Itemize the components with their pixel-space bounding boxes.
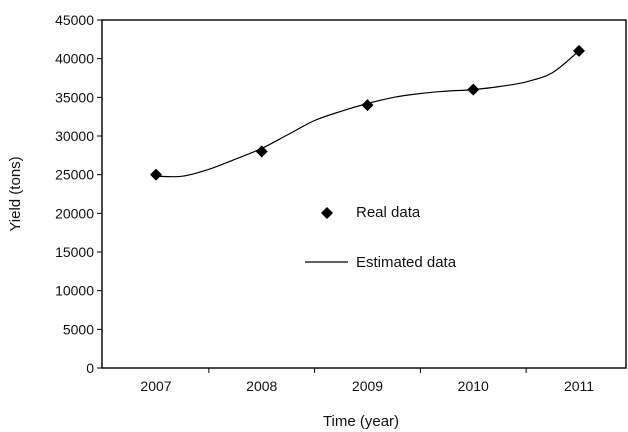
estimated-data-line xyxy=(155,50,580,178)
x-tick-label-2007: 2007 xyxy=(140,378,171,394)
y-tick-label-45000: 45000 xyxy=(55,12,94,28)
real-data-point-2009 xyxy=(361,99,374,112)
legend: Real data Estimated data xyxy=(305,204,457,271)
y-tick-label-40000: 40000 xyxy=(55,51,94,67)
series-layer xyxy=(150,44,585,181)
plot-area xyxy=(101,19,627,369)
real-data-point-2011 xyxy=(573,44,585,57)
real-data-point-2010 xyxy=(467,83,480,96)
x-tick-label-2010: 2010 xyxy=(458,378,489,394)
legend-marker-real-data xyxy=(321,207,333,219)
y-tick-label-25000: 25000 xyxy=(55,167,94,183)
y-tick-label-15000: 15000 xyxy=(55,244,94,260)
y-tick-label-10000: 10000 xyxy=(55,283,94,299)
x-tick-label-2009: 2009 xyxy=(352,378,383,394)
legend-label-real-data: Real data xyxy=(356,204,421,221)
y-tick-label-35000: 35000 xyxy=(55,89,94,105)
y-tick-label-20000: 20000 xyxy=(55,205,94,221)
legend-label-estimated-data: Estimated data xyxy=(356,254,457,271)
x-axis-title: Time (year) xyxy=(323,413,399,430)
x-tick-label-2011: 2011 xyxy=(564,378,594,394)
y-axis-title: Yield (tons) xyxy=(7,156,24,231)
y-tick-label-5000: 5000 xyxy=(63,321,94,337)
x-axis: 2007 2008 2009 2010 2011 xyxy=(140,368,594,394)
x-tick-label-2008: 2008 xyxy=(246,378,277,394)
y-tick-label-0: 0 xyxy=(86,360,94,376)
real-data-point-2007 xyxy=(150,168,162,181)
y-tick-label-30000: 30000 xyxy=(55,128,94,144)
real-data-point-2008 xyxy=(255,145,268,158)
y-axis: 0 5000 10000 15000 20000 25000 30000 35000 40000… xyxy=(55,12,102,376)
